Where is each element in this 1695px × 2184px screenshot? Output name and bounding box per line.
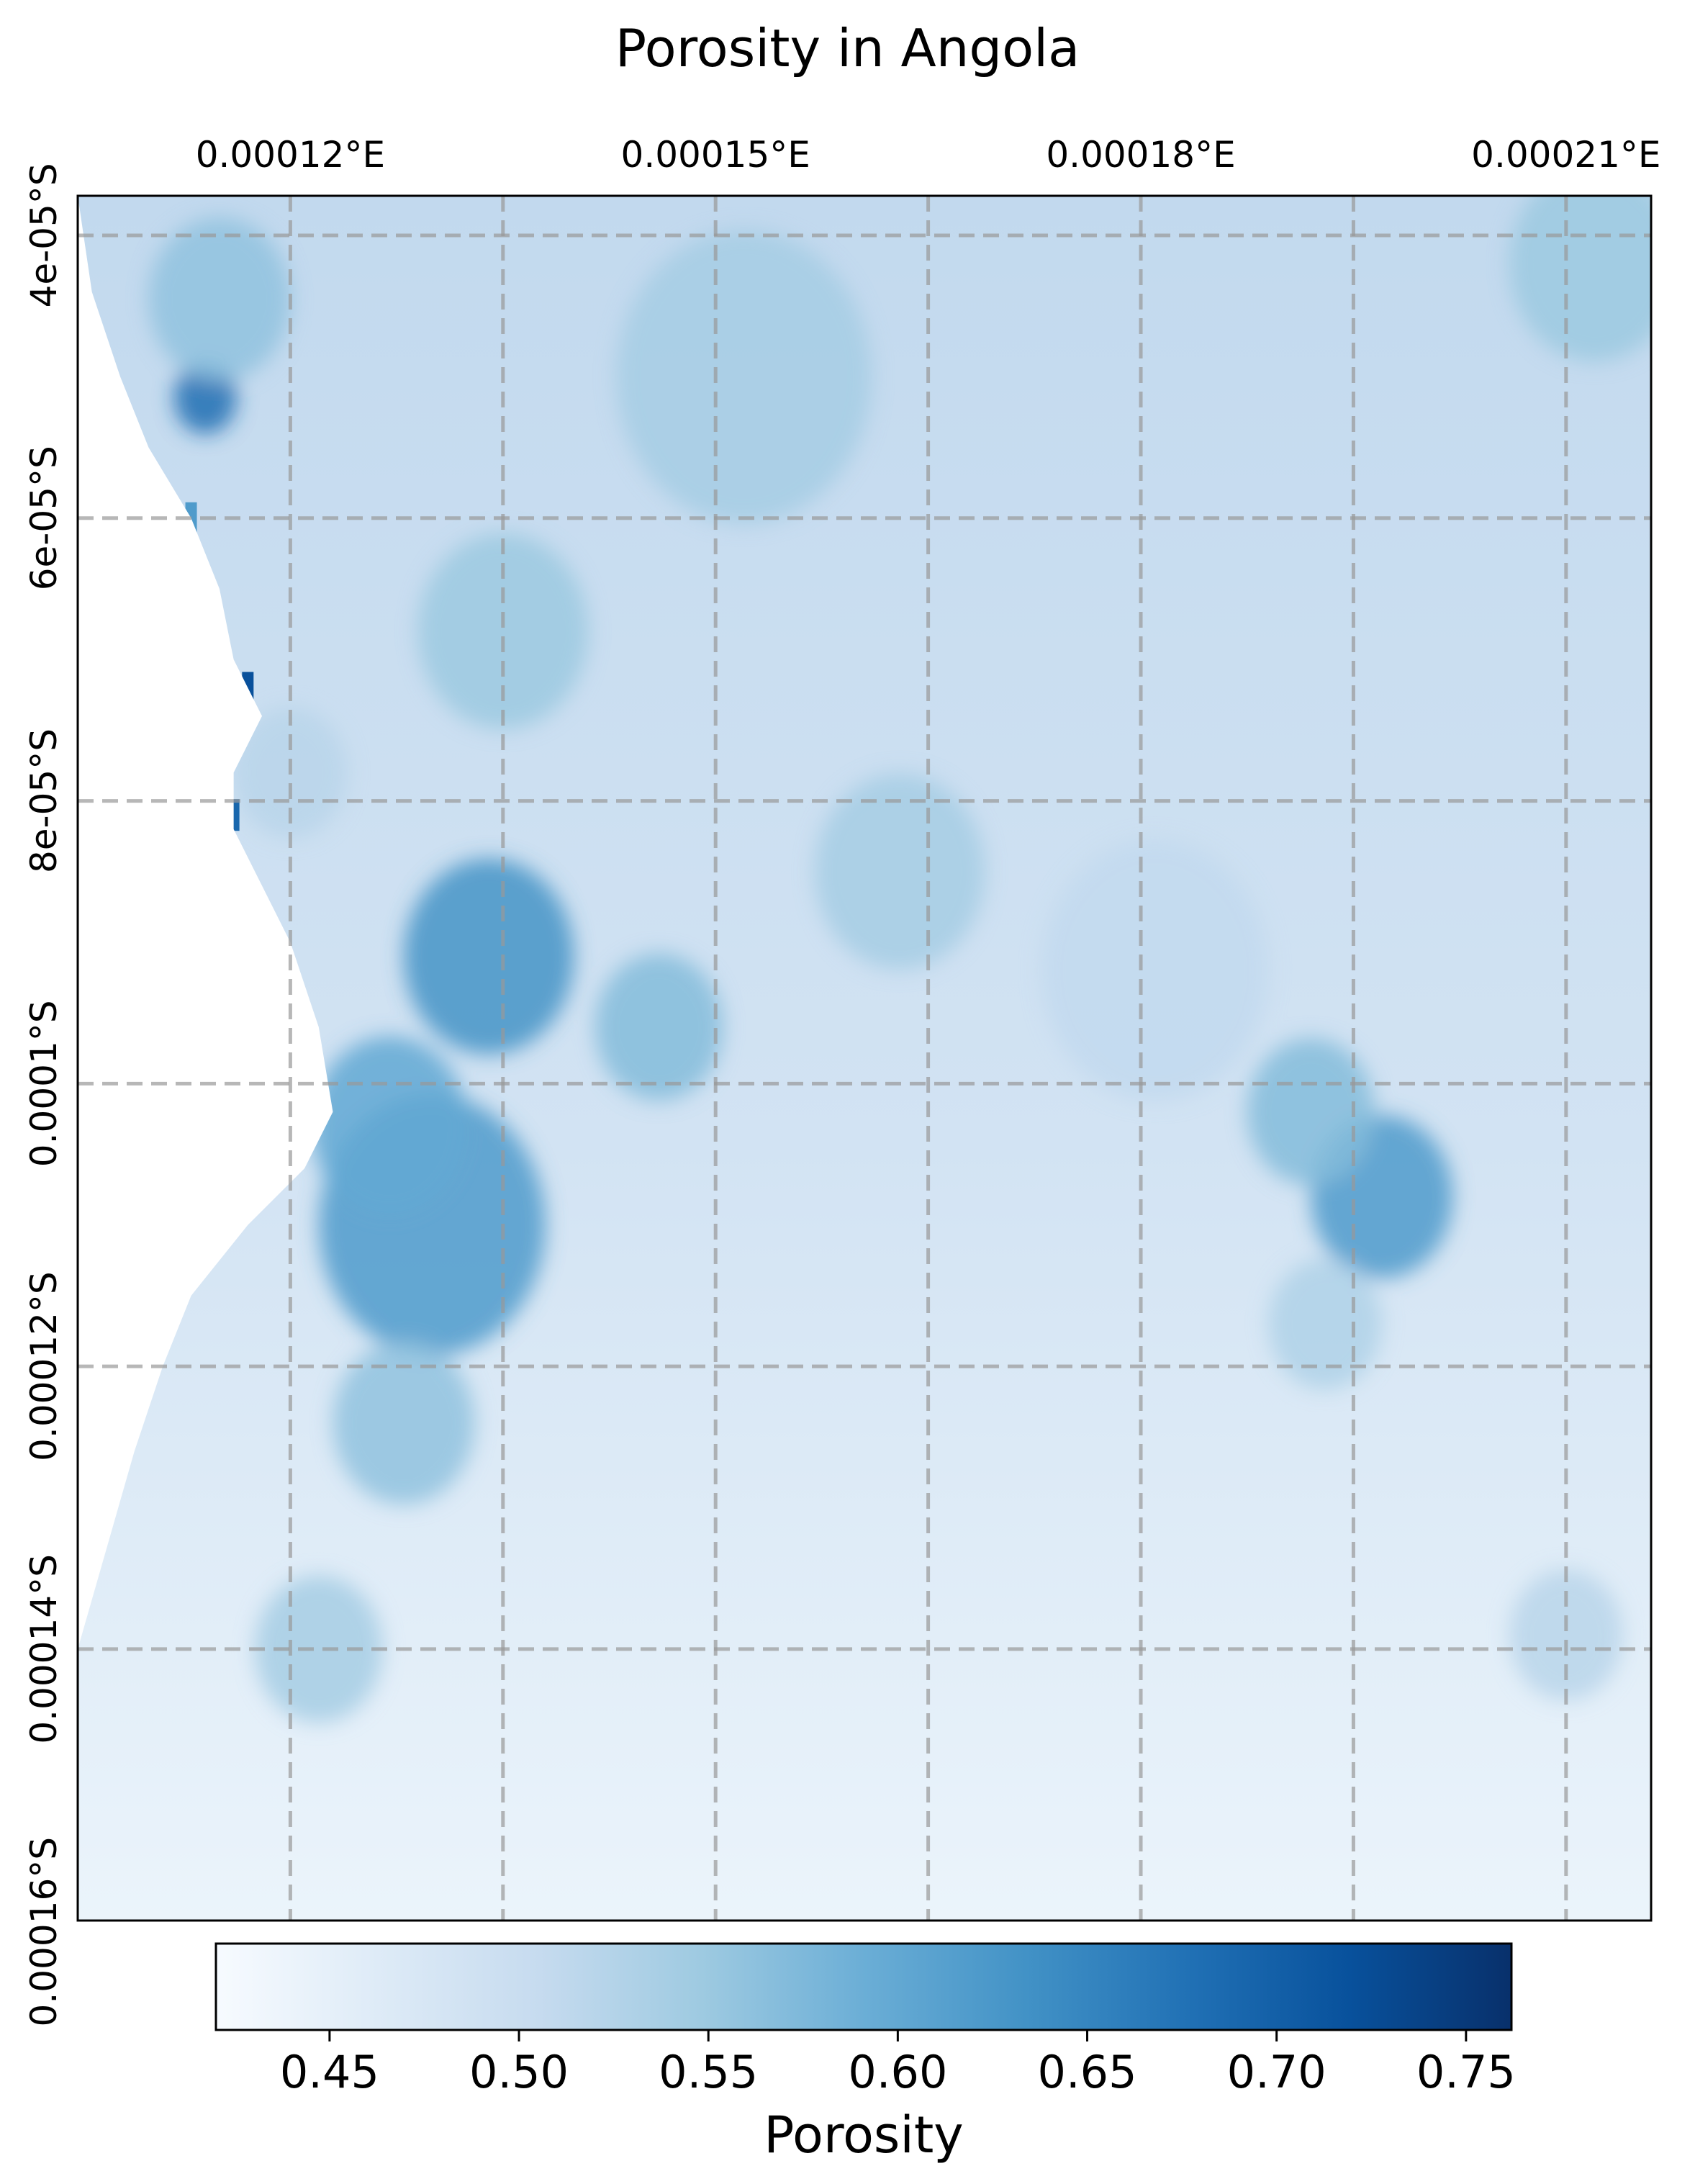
latitude-tick-label: 4e-05°S <box>23 163 65 307</box>
porosity-feature <box>311 1036 468 1216</box>
porosity-feature <box>255 1576 383 1723</box>
latitude-tick-label: 8e-05°S <box>23 728 65 873</box>
colorbar-tick-label: 0.50 <box>469 2046 569 2098</box>
porosity-raster-features <box>148 196 1651 1723</box>
latitude-tick-label: 0.0001°S <box>23 1000 65 1167</box>
latitude-tick-label: 0.00012°S <box>23 1271 65 1461</box>
colorbar-tick-label: 0.75 <box>1416 2046 1516 2098</box>
colorbar-tick-label: 0.60 <box>848 2046 947 2098</box>
longitude-tick-label: 0.00015°E <box>621 134 810 176</box>
porosity-feature <box>1041 840 1269 1101</box>
longitude-tick-label: 0.00012°E <box>196 134 385 176</box>
porosity-feature <box>1509 1569 1623 1700</box>
porosity-feature <box>148 217 291 381</box>
porosity-feature <box>403 858 574 1055</box>
latitude-tick-labels: 4e-05°S 6e-05°S 8e-05°S 0.0001°S 0.00012°S 0.… <box>23 163 65 2026</box>
porosity-feature <box>595 953 723 1101</box>
colorbar-tick-label: 0.70 <box>1227 2046 1326 2098</box>
porosity-feature <box>1247 1038 1375 1186</box>
porosity-feature <box>815 773 985 970</box>
porosity-feature <box>417 533 588 729</box>
longitude-tick-labels: 0.00012°E 0.00015°E 0.00018°E 0.00021°E <box>196 134 1661 176</box>
colorbar-tick-label: 0.45 <box>280 2046 379 2098</box>
porosity-feature <box>1268 1258 1382 1389</box>
colorbar-tick-label: 0.65 <box>1038 2046 1137 2098</box>
map-gridlines <box>78 196 1651 1921</box>
ocean-missing-data-area <box>78 196 333 1921</box>
latitude-tick-label: 0.00016°S <box>23 1837 65 2027</box>
longitude-tick-label: 0.00018°E <box>1046 134 1235 176</box>
map-plot-area <box>78 196 1651 1921</box>
colorbar-tick-label: 0.55 <box>659 2046 758 2098</box>
colorbar: 0.45 0.50 0.55 0.60 0.65 0.70 0.75 Porosity <box>214 1942 1516 2165</box>
latitude-tick-label: 0.00014°S <box>23 1554 65 1744</box>
porosity-feature <box>333 1341 475 1504</box>
map-frame <box>76 194 1653 1922</box>
latitude-tick-label: 6e-05°S <box>23 446 65 590</box>
porosity-feature <box>1509 196 1651 362</box>
colorbar-label: Porosity <box>764 2106 963 2165</box>
map-title: Porosity in Angola <box>615 18 1080 78</box>
longitude-tick-label: 0.00021°E <box>1471 134 1660 176</box>
colorbar-ticks: 0.45 0.50 0.55 0.60 0.65 0.70 0.75 <box>280 2030 1516 2098</box>
colorbar-gradient <box>214 1942 1513 2031</box>
porosity-feature <box>616 230 872 524</box>
